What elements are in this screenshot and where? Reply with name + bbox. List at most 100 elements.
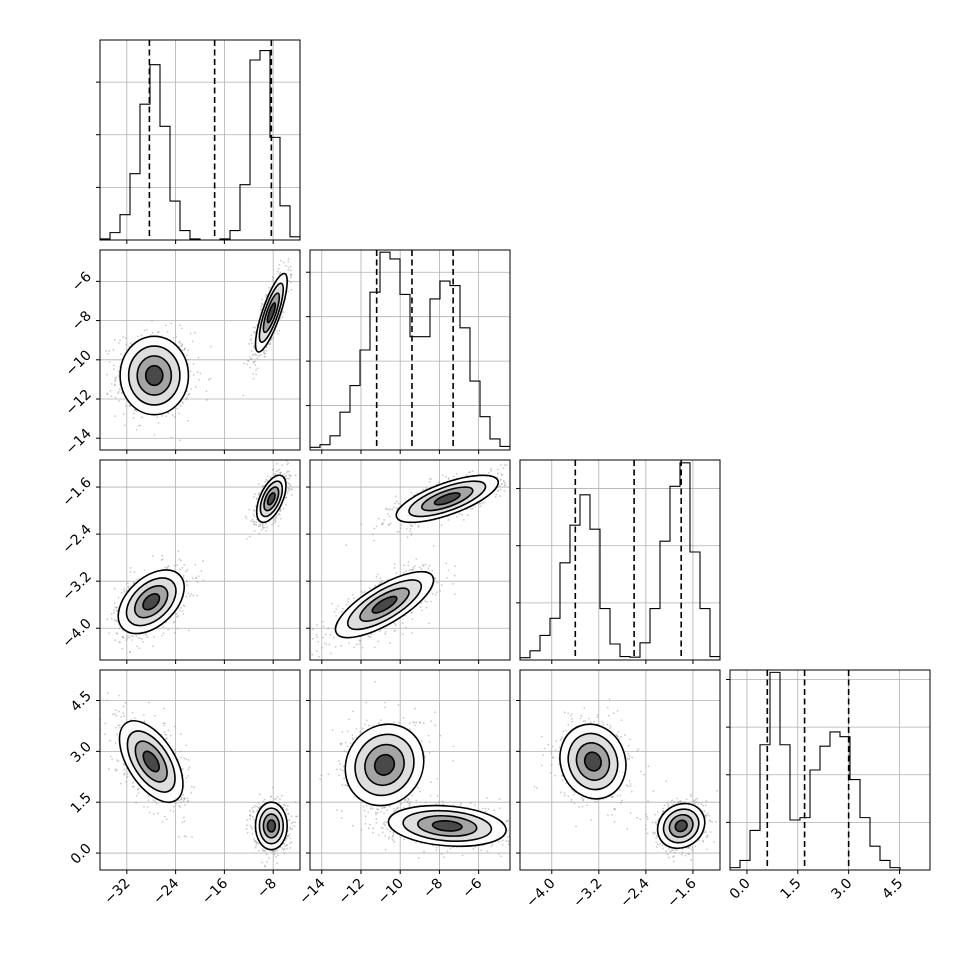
sample-point	[144, 632, 147, 635]
sample-point	[272, 275, 274, 278]
sample-point	[279, 259, 282, 262]
sample-point	[271, 523, 273, 526]
sample-point	[316, 650, 318, 653]
sample-point	[333, 610, 336, 613]
sample-point	[410, 534, 413, 536]
sample-point	[503, 482, 506, 484]
sample-point	[401, 622, 404, 625]
sample-point	[112, 348, 115, 351]
sample-point	[248, 343, 251, 345]
sample-point	[277, 332, 280, 335]
sample-point	[269, 476, 272, 479]
sample-point	[173, 725, 176, 728]
sample-point	[287, 279, 290, 282]
density-contour	[433, 492, 461, 506]
sample-point	[430, 600, 432, 603]
sample-point	[288, 488, 291, 490]
sample-point	[345, 604, 348, 606]
sample-point	[319, 666, 321, 668]
sample-point	[177, 615, 179, 617]
sample-point	[403, 572, 406, 574]
y-tick-label: −1.6	[59, 475, 94, 510]
sample-point	[116, 392, 119, 395]
sample-point	[289, 475, 292, 478]
y-tick-label: −8	[69, 308, 95, 334]
sample-point	[246, 363, 249, 366]
sample-point	[279, 510, 282, 513]
sample-point	[106, 699, 108, 702]
sample-point	[162, 722, 165, 725]
sample-point	[315, 624, 318, 626]
sample-point	[179, 568, 182, 571]
sample-point	[123, 590, 126, 593]
sample-point	[455, 472, 458, 475]
sample-point	[285, 477, 288, 480]
sample-point	[315, 633, 318, 636]
density-layer	[105, 251, 300, 442]
sample-point	[252, 523, 255, 525]
sample-point	[265, 349, 267, 352]
sample-point	[151, 331, 154, 334]
sample-point	[117, 370, 120, 373]
sample-point	[494, 495, 497, 498]
sample-point	[183, 820, 186, 823]
sample-point	[470, 507, 472, 510]
sample-point	[188, 766, 191, 769]
sample-point	[256, 357, 259, 360]
sample-point	[249, 337, 252, 340]
sample-point	[112, 713, 114, 716]
sample-point	[133, 581, 135, 584]
sample-point	[394, 629, 397, 632]
panels-layer: 0.0 1.5 3.0 4.5−14−12−10−8−6−4.0−3.2−2.4−1.…	[59, 39, 931, 911]
sample-point	[387, 508, 390, 511]
sample-point	[197, 575, 200, 577]
sample-point	[327, 627, 330, 630]
sample-point	[180, 798, 182, 801]
sample-point	[286, 470, 289, 473]
sample-point	[364, 590, 366, 593]
sample-point	[253, 347, 256, 350]
sample-point	[248, 535, 251, 538]
sample-point	[253, 331, 255, 334]
sample-point	[138, 647, 141, 650]
sample-point	[285, 472, 288, 474]
sample-point	[157, 331, 159, 334]
sample-point	[474, 505, 477, 508]
sample-point	[114, 769, 117, 772]
sample-point	[183, 804, 186, 806]
sample-point	[114, 639, 117, 642]
sample-point	[335, 608, 338, 611]
density-contour	[142, 593, 161, 611]
sample-point	[165, 818, 168, 821]
sample-point	[129, 566, 132, 569]
sample-point	[383, 519, 386, 521]
scatter-panel-2-1	[306, 459, 516, 668]
sample-point	[116, 733, 118, 736]
y-tick-label: −10	[63, 347, 95, 379]
sample-point	[432, 545, 435, 547]
sample-point	[141, 416, 143, 419]
sample-point	[105, 350, 107, 352]
sample-point	[254, 505, 257, 508]
sample-point	[209, 345, 212, 348]
sample-point	[152, 813, 155, 816]
sample-point	[250, 339, 252, 342]
sample-point	[122, 588, 125, 591]
sample-point	[189, 332, 192, 335]
sample-point	[278, 512, 280, 515]
sample-point	[324, 633, 327, 636]
sample-point	[281, 316, 284, 318]
sample-point	[143, 329, 146, 332]
sample-point	[358, 639, 361, 642]
sample-point	[514, 472, 516, 474]
sample-point	[183, 797, 186, 799]
sample-point	[500, 473, 503, 476]
sample-point	[96, 722, 98, 724]
sample-point	[185, 570, 187, 573]
sample-point	[121, 647, 124, 650]
sample-point	[268, 343, 270, 346]
sample-point	[503, 489, 506, 492]
sample-point	[396, 507, 398, 510]
sample-point	[136, 335, 139, 338]
sample-point	[278, 468, 281, 471]
